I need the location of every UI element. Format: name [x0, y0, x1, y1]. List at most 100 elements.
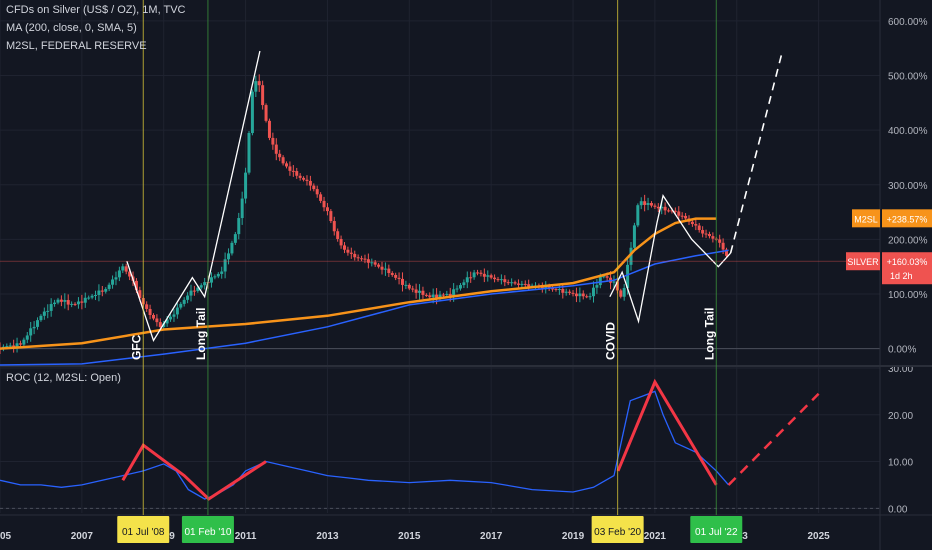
y-tick-label: 400.00% [888, 126, 928, 137]
candle-body [233, 234, 237, 243]
candle-body [213, 276, 217, 278]
candle-body [42, 311, 46, 316]
silver-name-text: SILVER [847, 257, 879, 267]
marker-date-badge[interactable] [117, 516, 170, 543]
roc-annotation-2020[interactable] [616, 378, 718, 486]
candle-body [431, 294, 435, 298]
silver-countdown-text: 1d 2h [890, 271, 913, 281]
candle-body [581, 293, 585, 297]
candle-body [673, 210, 677, 212]
candle-body [267, 120, 271, 138]
candle-body [220, 271, 224, 274]
candle-body [36, 320, 40, 327]
candle-body [680, 215, 684, 217]
candle-body [278, 153, 282, 158]
candle-body [70, 303, 74, 305]
candle-body [342, 245, 346, 250]
candle-body [203, 282, 207, 286]
roc-line[interactable] [0, 390, 730, 500]
x-tick-label: 2025 [807, 531, 830, 542]
candle-body [223, 259, 227, 272]
y-tick-label: 600.00% [888, 17, 928, 28]
marker-date-badge[interactable] [591, 516, 644, 543]
candle-body [291, 170, 295, 172]
marker-date-badge[interactable] [690, 516, 743, 543]
candle-body [189, 290, 193, 296]
candle-body [571, 292, 575, 294]
candle-body [15, 343, 19, 347]
candle-body [585, 296, 589, 298]
candle-body [186, 295, 190, 300]
candle-body [158, 322, 162, 327]
candle-body [94, 294, 98, 296]
roc-annotation-2008[interactable] [121, 442, 267, 501]
candle-body [663, 206, 667, 211]
candle-body [196, 287, 200, 292]
candle-body [690, 221, 694, 225]
candle-body [602, 276, 606, 278]
legend-roc[interactable]: ROC (12, M2SL: Open) [6, 372, 121, 384]
legend-ma[interactable]: MA (200, close, 0, SMA, 5) [6, 22, 137, 34]
candle-body [721, 242, 725, 250]
legend-m2sl[interactable]: M2SL, FEDERAL RESERVE [6, 40, 147, 52]
candle-body [510, 282, 514, 284]
candle-body [145, 304, 149, 309]
silver-value-text: +160.03% [887, 257, 928, 267]
marker-date-badge[interactable] [181, 516, 234, 543]
candle-body [244, 172, 248, 199]
candle-body [632, 225, 636, 248]
candle-body [704, 233, 708, 235]
y-tick-label: 500.00% [888, 72, 928, 83]
legend-symbol[interactable]: CFDs on Silver (US$ / OZ), 1M, TVC [6, 4, 186, 16]
candle-body [73, 303, 77, 305]
candle-body [240, 198, 244, 219]
candle-body [281, 157, 285, 164]
candle-body [547, 286, 551, 289]
candle-body [63, 300, 67, 302]
candle-body [643, 201, 647, 205]
candle-body [407, 284, 411, 289]
candle-body [469, 277, 473, 279]
silver-zigzag-2020-2022 [609, 194, 732, 324]
candle-body [230, 242, 234, 254]
y-tick-label: 100.00% [888, 290, 928, 301]
candle-body [169, 316, 173, 320]
candle-body [172, 314, 176, 317]
candle-body [12, 345, 16, 347]
roc-y-tick-label: 30.00 [888, 364, 913, 375]
y-tick-label: 0.00% [888, 345, 916, 356]
y-tick-label: 300.00% [888, 181, 928, 192]
candle-body [458, 285, 462, 289]
candle-body [660, 206, 664, 209]
candle-body [209, 277, 213, 283]
candle-body [578, 293, 582, 297]
candle-body [25, 335, 29, 340]
ma-line[interactable] [0, 217, 717, 350]
candle-body [684, 215, 688, 219]
candle-body [329, 211, 333, 222]
candle-body [418, 290, 422, 293]
m2sl-line[interactable] [0, 249, 729, 366]
candle-body [90, 295, 94, 298]
candle-body [527, 284, 531, 287]
candle-body [612, 281, 616, 283]
candle-body [506, 282, 510, 284]
candle-body [254, 81, 258, 92]
silver-name-badge [846, 252, 880, 271]
candle-body [718, 239, 722, 243]
candle-body [349, 252, 353, 254]
candle-body [66, 300, 70, 305]
candle-body [148, 308, 152, 316]
candle-body [356, 257, 360, 259]
candle-body [155, 318, 159, 323]
candle-body [332, 221, 336, 232]
candle-body [199, 285, 203, 288]
candle-body [380, 266, 384, 270]
candle-body [121, 266, 125, 271]
candle-body [438, 294, 442, 298]
candle-body [151, 315, 155, 319]
m2sl-value-badge [882, 209, 932, 228]
candle-body [339, 238, 343, 246]
